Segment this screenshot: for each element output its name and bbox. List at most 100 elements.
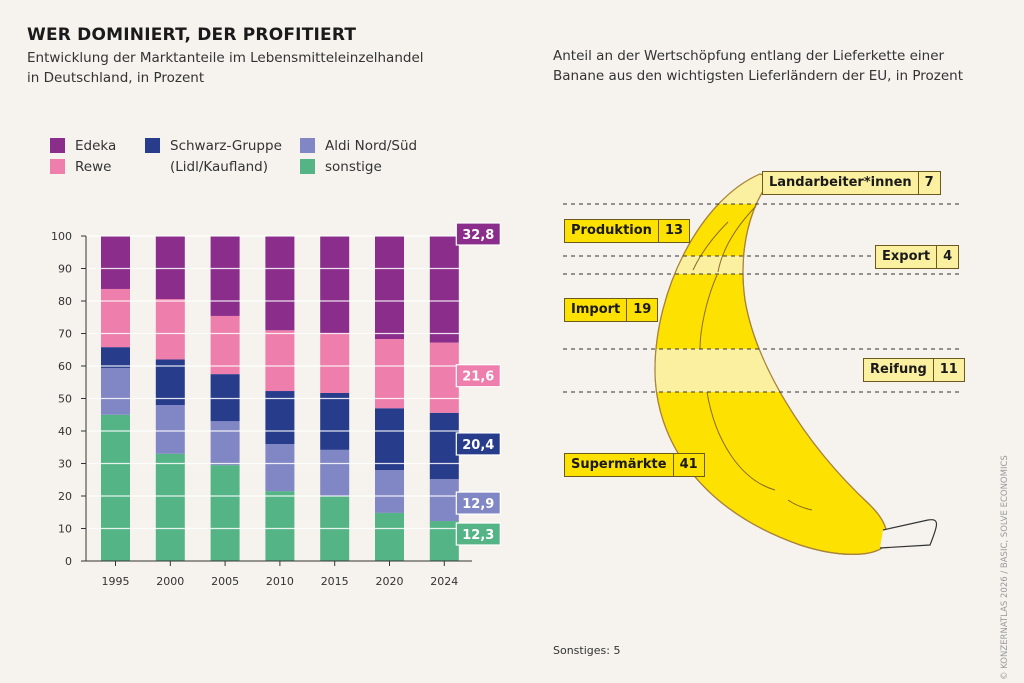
banana-ridge-3 bbox=[787, 499, 813, 511]
subtitle-line-2: in Deutschland, in Prozent bbox=[27, 70, 205, 86]
bar-segment-aldi-2005 bbox=[210, 421, 240, 466]
bar-segment-schwarz-gruppe-2024 bbox=[429, 412, 459, 480]
x-tick-label-2024: 2024 bbox=[430, 575, 458, 588]
y-tick-label-70: 70 bbox=[58, 328, 72, 341]
banana-label-value: 4 bbox=[943, 249, 953, 264]
bar-segment-schwarz-gruppe-2020 bbox=[375, 408, 404, 470]
bar-segment-aldi-2024 bbox=[429, 479, 459, 522]
bar-segment-edeka-2015 bbox=[320, 236, 350, 334]
y-tick-label-60: 60 bbox=[58, 360, 72, 373]
bar-segment-aldi-2010 bbox=[265, 444, 295, 492]
bar-segment-sonstige-2020 bbox=[375, 512, 404, 561]
legend-item-aldi: Aldi Nord/Süd bbox=[300, 136, 417, 156]
banana-label-supermärkte: Supermärkte 41 bbox=[564, 453, 705, 477]
chart-title: WER DOMINIERT, DER PROFITIERT bbox=[27, 25, 357, 45]
y-tick-label-50: 50 bbox=[58, 393, 72, 406]
bar-segment-sonstige-2000 bbox=[155, 453, 185, 561]
y-tick-label-10: 10 bbox=[58, 523, 72, 536]
legend-swatch-edeka bbox=[50, 138, 65, 153]
legend-swatch-sonstige bbox=[300, 159, 315, 174]
legend-label-schwarz: Schwarz-Gruppe bbox=[170, 138, 282, 154]
bar-segment-aldi-2015 bbox=[320, 449, 350, 496]
y-tick-label-40: 40 bbox=[58, 425, 72, 438]
credit: © KONZERNATLAS 2026 / BASIC, SOLVE ECONO… bbox=[1000, 455, 1010, 680]
data-label-box-aldi bbox=[455, 491, 501, 515]
banana-label-landarbeiterinnen: Landarbeiter*innen 7 bbox=[762, 171, 941, 195]
bar-segment-sonstige-2010 bbox=[265, 491, 295, 561]
banana-label-text: Reifung bbox=[864, 359, 934, 381]
data-label-box-rewe bbox=[455, 364, 501, 388]
data-label-schwarz-gruppe: 20,4 bbox=[462, 438, 494, 453]
banana-label-export: Export 4 bbox=[875, 245, 960, 269]
bar-segment-aldi-2020 bbox=[375, 470, 404, 513]
bar-segment-edeka-2010 bbox=[265, 236, 295, 331]
x-tick-label-2005: 2005 bbox=[211, 575, 239, 588]
bar-segment-schwarz-gruppe-1995 bbox=[101, 347, 130, 368]
bar-segment-rewe-2024 bbox=[429, 342, 459, 413]
banana-subtitle-line-2: Banane aus den wichtigsten Lieferländern… bbox=[553, 68, 964, 84]
bar-segment-rewe-2010 bbox=[265, 330, 295, 392]
bar-segment-edeka-2020 bbox=[375, 236, 404, 340]
bar-segment-rewe-2015 bbox=[320, 333, 350, 393]
banana-subtitle-line-1: Anteil an der Wertschöpfung entlang der … bbox=[553, 48, 945, 64]
legend-swatch-aldi bbox=[300, 138, 315, 153]
banana-label-text: Export bbox=[876, 246, 938, 268]
bar-segment-edeka-2024 bbox=[429, 236, 459, 343]
x-tick-label-2020: 2020 bbox=[376, 575, 404, 588]
y-tick-label-80: 80 bbox=[58, 295, 72, 308]
banana-ridge-1 bbox=[692, 221, 729, 271]
y-tick-label-30: 30 bbox=[58, 458, 72, 471]
data-label-aldi: 12,9 bbox=[462, 497, 494, 512]
legend-label-rewe: Rewe bbox=[75, 159, 112, 175]
legend-label-sonstige: sonstige bbox=[325, 159, 382, 175]
legend-swatch-rewe bbox=[50, 159, 65, 174]
legend-label-aldi: Aldi Nord/Süd bbox=[325, 138, 418, 154]
banana-ridge-2 bbox=[699, 205, 776, 491]
subtitle-line-1: Entwicklung der Marktanteile im Lebensmi… bbox=[27, 50, 424, 66]
banana-label-value: 13 bbox=[664, 223, 684, 238]
bar-segment-rewe-2005 bbox=[210, 315, 240, 375]
banana-label-value: 19 bbox=[633, 302, 652, 317]
data-label-rewe: 21,6 bbox=[462, 370, 494, 385]
banana-label-text: Supermärkte bbox=[565, 454, 674, 476]
legend-item-sonstige: sonstige bbox=[300, 157, 382, 177]
legend-label-schwarz-wrap: Schwarz-Gruppe (Lidl/Kaufland) bbox=[170, 136, 282, 177]
y-tick-label-20: 20 bbox=[58, 490, 72, 503]
bar-segment-aldi-1995 bbox=[101, 367, 130, 415]
bar-segment-rewe-2000 bbox=[155, 299, 185, 360]
bar-segment-sonstige-1995 bbox=[101, 414, 130, 561]
banana-label-produktion: Produktion 13 bbox=[564, 219, 691, 243]
banana-label-value: 7 bbox=[924, 175, 934, 190]
data-label-box-schwarz-gruppe bbox=[455, 432, 501, 456]
x-tick-label-2010: 2010 bbox=[266, 575, 294, 588]
stacked-bar-chart: 1995 2000 2005 2010 2015 2020 2024 0 10 20 30 40 50 6… bbox=[51, 222, 501, 588]
banana-label-import: Import 19 bbox=[564, 298, 659, 322]
data-label-box-edeka bbox=[455, 222, 501, 246]
bar-segment-edeka-2005 bbox=[210, 236, 240, 316]
bar-segment-edeka-1995 bbox=[101, 236, 130, 289]
bar-segment-sonstige-2024 bbox=[429, 521, 459, 561]
banana-label-text: Landarbeiter*innen bbox=[763, 172, 919, 194]
data-label-box-sonstige bbox=[455, 522, 501, 546]
x-tick-label-2000: 2000 bbox=[156, 575, 184, 588]
legend-item-rewe: Rewe bbox=[50, 157, 111, 177]
banana-subtitle: Anteil an der Wertschöpfung entlang der … bbox=[553, 46, 993, 86]
data-label-edeka: 32,8 bbox=[462, 228, 494, 243]
banana-label-value: 11 bbox=[939, 362, 958, 377]
legend-item-schwarz: Schwarz-Gruppe (Lidl/Kaufland) bbox=[145, 136, 282, 177]
bar-segment-edeka-2000 bbox=[155, 236, 185, 300]
banana-label-text: Produktion bbox=[565, 220, 659, 242]
legend-swatch-schwarz bbox=[145, 138, 160, 153]
bar-segment-aldi-2000 bbox=[155, 405, 185, 454]
bar-segment-schwarz-gruppe-2000 bbox=[155, 359, 185, 405]
legend-item-edeka: Edeka bbox=[50, 136, 116, 156]
legend-label-schwarz-sub: (Lidl/Kaufland) bbox=[170, 159, 269, 175]
banana-label-text: Import bbox=[565, 299, 628, 321]
y-tick-label-100: 100 bbox=[51, 230, 72, 243]
banana-stem bbox=[879, 519, 938, 549]
y-tick-label-90: 90 bbox=[58, 263, 72, 276]
bar-segment-rewe-1995 bbox=[101, 288, 130, 348]
bar-segment-schwarz-gruppe-2015 bbox=[320, 392, 350, 450]
legend-label-edeka: Edeka bbox=[75, 138, 117, 154]
x-tick-label-2015: 2015 bbox=[321, 575, 349, 588]
